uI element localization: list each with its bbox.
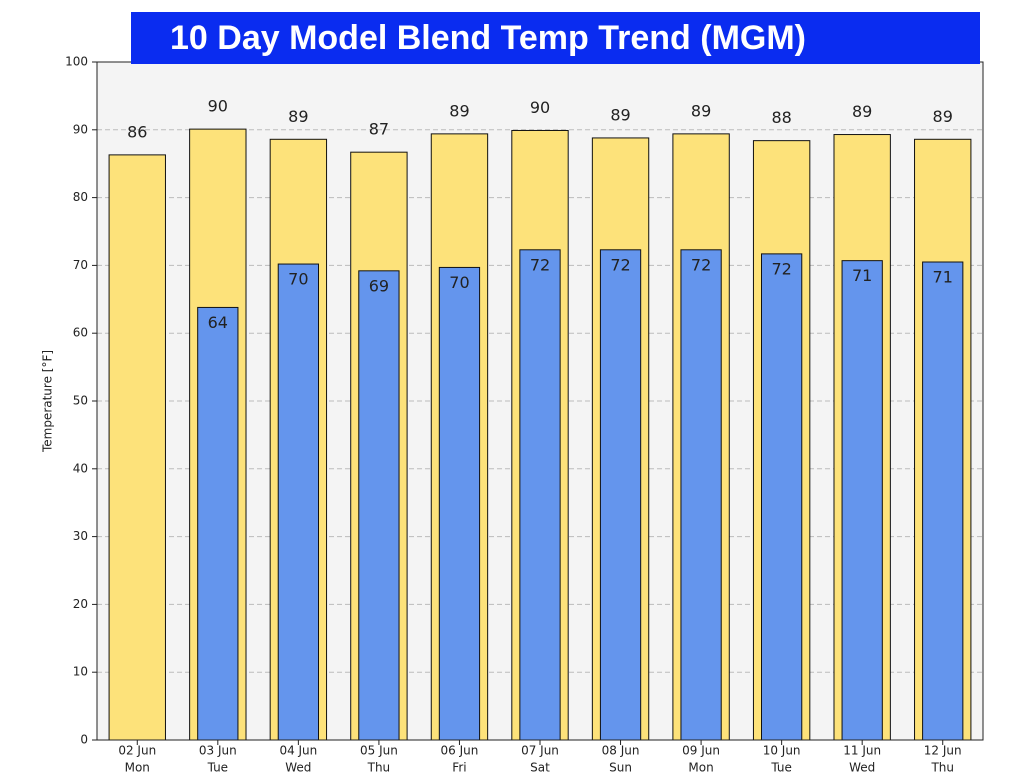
y-tick-label: 60 (73, 326, 88, 340)
y-tick-label: 0 (80, 733, 88, 747)
x-tick-label: 06 Jun (441, 744, 479, 758)
chart-title: 10 Day Model Blend Temp Trend (MGM) (170, 19, 806, 57)
value-label: 72 (691, 255, 711, 274)
value-label: 86 (127, 122, 147, 141)
x-tick-label: 03 Jun (199, 744, 237, 758)
x-tick-label: 10 Jun (763, 744, 801, 758)
bar (761, 253, 803, 741)
value-label: 64 (208, 313, 228, 332)
value-label: 89 (852, 102, 872, 121)
x-tick-label: 02 Jun (118, 744, 156, 758)
y-tick-label: 80 (73, 190, 88, 204)
y-tick-label: 100 (65, 55, 88, 69)
x-tick-label: 07 Jun (521, 744, 559, 758)
value-label: 72 (530, 255, 550, 274)
value-label: 70 (288, 270, 308, 289)
bar (680, 249, 722, 741)
y-tick-label: 90 (73, 122, 88, 136)
value-label: 69 (369, 276, 389, 295)
value-label: 89 (691, 101, 711, 120)
x-tick-weekday: Thu (930, 761, 954, 775)
y-tick-label: 40 (73, 461, 88, 475)
x-tick-weekday: Thu (367, 761, 391, 775)
bar (197, 306, 239, 741)
bar (277, 263, 319, 741)
value-label: 71 (933, 268, 953, 287)
bar (358, 270, 400, 741)
x-tick-label: 05 Jun (360, 744, 398, 758)
bar (841, 260, 883, 741)
value-label: 89 (288, 107, 308, 126)
value-label: 70 (449, 273, 469, 292)
x-tick-weekday: Tue (770, 761, 792, 775)
bar (438, 266, 481, 741)
x-tick-weekday: Wed (285, 761, 311, 775)
x-tick-weekday: Wed (849, 761, 875, 775)
y-tick-label: 30 (73, 529, 88, 543)
x-tick-label: 12 Jun (924, 744, 962, 758)
value-label: 88 (771, 108, 791, 127)
bar (108, 154, 166, 741)
value-label: 89 (449, 101, 469, 120)
x-tick-weekday: Fri (452, 761, 466, 775)
y-tick-label: 10 (73, 665, 88, 679)
x-tick-label: 09 Jun (682, 744, 720, 758)
title-banner (131, 12, 980, 64)
y-tick-label: 50 (73, 394, 88, 408)
value-label: 89 (610, 105, 630, 124)
value-label: 71 (852, 266, 872, 285)
x-tick-weekday: Sat (530, 761, 550, 775)
value-label: 89 (933, 107, 953, 126)
x-tick-weekday: Tue (207, 761, 229, 775)
y-tick-label: 20 (73, 597, 88, 611)
bar (599, 249, 642, 741)
y-axis-label: Temperature [°F] (41, 350, 55, 453)
value-label: 90 (208, 97, 228, 116)
value-label: 90 (530, 98, 550, 117)
value-label: 72 (610, 255, 630, 274)
x-tick-label: 08 Jun (602, 744, 640, 758)
value-label: 72 (771, 259, 791, 278)
x-tick-weekday: Mon (688, 761, 713, 775)
x-tick-label: 11 Jun (843, 744, 881, 758)
value-label: 87 (369, 120, 389, 139)
bar (519, 249, 561, 741)
x-tick-weekday: Mon (125, 761, 150, 775)
y-tick-label: 70 (73, 258, 88, 272)
x-tick-label: 04 Jun (279, 744, 317, 758)
bar (922, 261, 964, 741)
x-tick-weekday: Sun (609, 761, 632, 775)
plot: 86 90 64 89 70 87 69 89 70 90 72 89 72 89 72 88 72 89 71 89… (97, 61, 983, 741)
